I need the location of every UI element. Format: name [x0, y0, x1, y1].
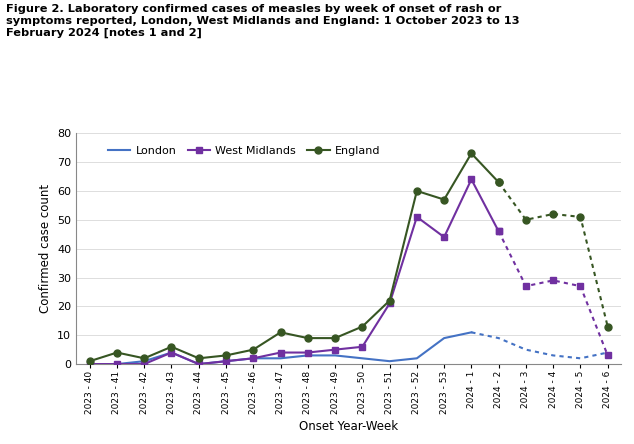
X-axis label: Onset Year-Week: Onset Year-Week: [299, 420, 398, 433]
Text: Figure 2. Laboratory confirmed cases of measles by week of onset of rash or
symp: Figure 2. Laboratory confirmed cases of …: [6, 4, 520, 38]
Legend: London, West Midlands, England: London, West Midlands, England: [103, 141, 385, 160]
Y-axis label: Confirmed case count: Confirmed case count: [39, 184, 51, 313]
